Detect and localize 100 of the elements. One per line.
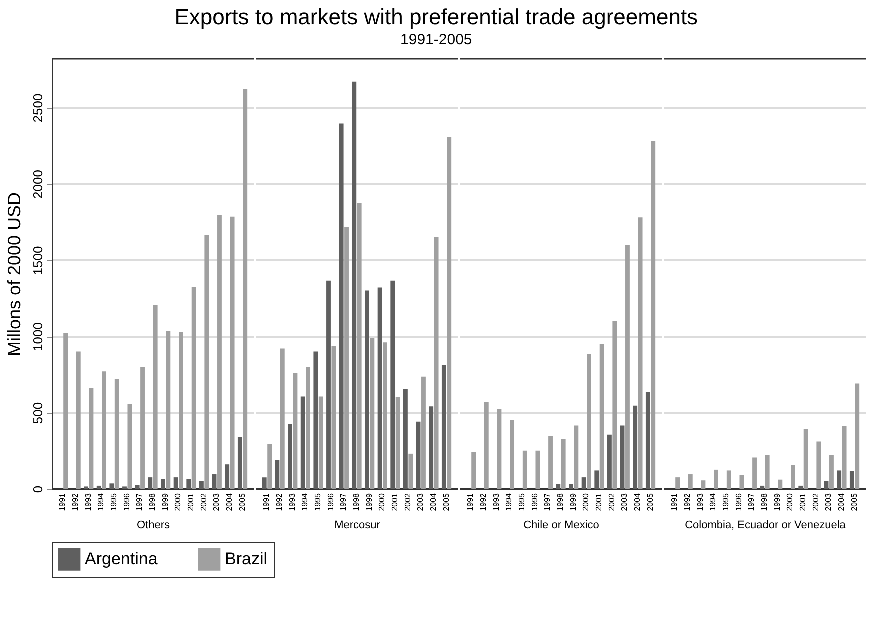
x-tick-label: 1995 xyxy=(518,492,527,512)
x-tick-label: 2001 xyxy=(390,492,400,512)
bar xyxy=(633,406,638,489)
bar xyxy=(701,480,706,489)
x-tick-label: 1996 xyxy=(530,492,540,512)
legend-label: Argentina xyxy=(85,550,158,569)
x-tick-label: 1999 xyxy=(772,492,782,512)
bar xyxy=(114,379,120,489)
bar xyxy=(64,333,68,489)
x-tick-label: 1992 xyxy=(275,492,284,512)
bar xyxy=(676,478,680,489)
bar xyxy=(434,237,439,489)
bar xyxy=(791,465,796,489)
bar xyxy=(186,479,192,489)
bar xyxy=(153,305,158,489)
bar xyxy=(484,402,489,489)
y-tick-label: 0 xyxy=(30,486,46,494)
bar xyxy=(422,376,426,489)
bar xyxy=(396,398,400,489)
bar xyxy=(403,389,408,489)
x-tick-label: 1999 xyxy=(160,492,170,512)
bar xyxy=(561,439,566,489)
bar xyxy=(837,470,842,489)
bar xyxy=(268,444,272,489)
bar xyxy=(89,388,94,489)
bar xyxy=(166,331,171,489)
x-tick-label: 1999 xyxy=(364,492,374,512)
x-tick-label: 2000 xyxy=(786,492,795,512)
x-tick-label: 2000 xyxy=(174,492,183,512)
bar xyxy=(600,344,604,489)
bar xyxy=(726,470,732,489)
bar xyxy=(522,450,528,489)
x-tick-label: 2002 xyxy=(811,492,820,512)
x-tick-label: 1997 xyxy=(339,492,348,512)
x-tick-label: 2003 xyxy=(212,492,222,512)
x-tick-label: 2000 xyxy=(378,492,387,512)
bar xyxy=(357,203,362,489)
bar xyxy=(548,436,553,489)
x-tick-label: 1994 xyxy=(96,492,106,512)
bar xyxy=(96,486,102,489)
bar xyxy=(378,288,382,489)
bar xyxy=(752,458,757,489)
x-tick-label: 2005 xyxy=(646,492,655,512)
bar xyxy=(230,216,235,489)
bar xyxy=(556,484,561,489)
bar xyxy=(607,434,612,489)
bar xyxy=(318,396,324,489)
bar xyxy=(161,479,166,489)
bar xyxy=(275,460,280,489)
x-tick-label: 1998 xyxy=(760,492,769,512)
bar xyxy=(383,342,388,489)
bar xyxy=(442,365,446,489)
legend-label: Brazil xyxy=(225,550,268,569)
x-tick-label: 2004 xyxy=(428,492,438,512)
bar xyxy=(416,422,421,489)
x-tick-label: 1991 xyxy=(466,492,476,512)
bar xyxy=(365,290,370,489)
x-tick-label: 2003 xyxy=(620,492,630,512)
bar xyxy=(582,478,586,489)
bar xyxy=(447,138,452,489)
bar xyxy=(300,396,306,489)
bar xyxy=(76,352,81,489)
x-tick-label: 1992 xyxy=(479,492,488,512)
x-tick-label: 1998 xyxy=(352,492,361,512)
bar xyxy=(174,478,178,489)
x-tick-label: 1994 xyxy=(300,492,310,512)
x-tick-label: 1998 xyxy=(148,492,157,512)
x-tick-label: 1999 xyxy=(568,492,578,512)
bar xyxy=(140,367,145,489)
bar xyxy=(740,475,744,489)
x-tick-label: 1992 xyxy=(71,492,80,512)
x-tick-label: 1991 xyxy=(58,492,68,512)
bar xyxy=(850,471,854,489)
bar xyxy=(536,450,540,489)
y-tick-label: 1500 xyxy=(30,246,46,276)
bar xyxy=(569,484,574,489)
x-tick-label: 1996 xyxy=(734,492,744,512)
x-tick-label: 2001 xyxy=(186,492,196,512)
bar xyxy=(626,245,630,489)
x-tick-label: 1993 xyxy=(84,492,93,512)
bar xyxy=(293,373,298,489)
bar xyxy=(390,280,396,489)
x-tick-label: 2002 xyxy=(607,492,616,512)
chart-subtitle: 1991-2005 xyxy=(400,31,472,48)
bar xyxy=(646,392,650,489)
bar xyxy=(429,406,434,489)
x-tick-label: 1995 xyxy=(314,492,323,512)
bar xyxy=(587,354,592,489)
x-tick-label: 1991 xyxy=(670,492,680,512)
x-tick-label: 1995 xyxy=(110,492,119,512)
bar xyxy=(288,424,292,489)
bar xyxy=(594,470,600,489)
x-tick-label: 2003 xyxy=(824,492,834,512)
bar xyxy=(102,372,107,489)
y-tick-label: 1000 xyxy=(30,322,46,352)
bar xyxy=(497,408,502,489)
x-tick-label: 2000 xyxy=(582,492,591,512)
bar xyxy=(280,348,285,489)
x-axis-title: Mercosur xyxy=(334,519,381,532)
bar xyxy=(339,124,344,489)
